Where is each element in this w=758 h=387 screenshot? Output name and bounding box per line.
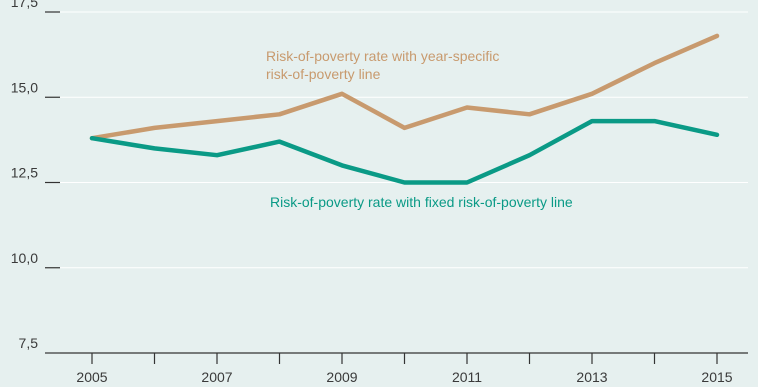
y-tick-label: 15,0 [11,79,38,95]
x-tick-label: 2007 [201,369,232,385]
x-tick-label: 2015 [701,369,732,385]
series-annotations: Risk-of-poverty rate with year-specific r… [266,48,573,210]
series-annotation-2: Risk-of-poverty rate with fixed risk-of-… [270,194,573,210]
x-tick-label: 2009 [326,369,357,385]
x-axis: 2005 2007 2009 2011 2013 2015 [60,352,748,385]
y-tick-label: 7,5 [19,335,39,351]
series-annotation-1: risk-of-poverty line [266,66,381,82]
series-annotation-1: Risk-of-poverty rate with year-specific [266,48,499,64]
x-tick-label: 2013 [576,369,607,385]
x-tick-label: 2011 [452,369,482,385]
series-line-2 [89,118,720,185]
y-tick-label: 12,5 [11,165,38,181]
series-lines [89,33,720,185]
gridlines [60,11,748,269]
series-line-1 [89,33,720,141]
y-tick-label: 10,0 [11,250,38,266]
y-tick-label: 17,5 [11,0,38,10]
x-tick-label: 2005 [76,369,107,385]
y-axis-ticks: 7,5 10,0 12,5 15,0 17,5 [11,0,60,354]
